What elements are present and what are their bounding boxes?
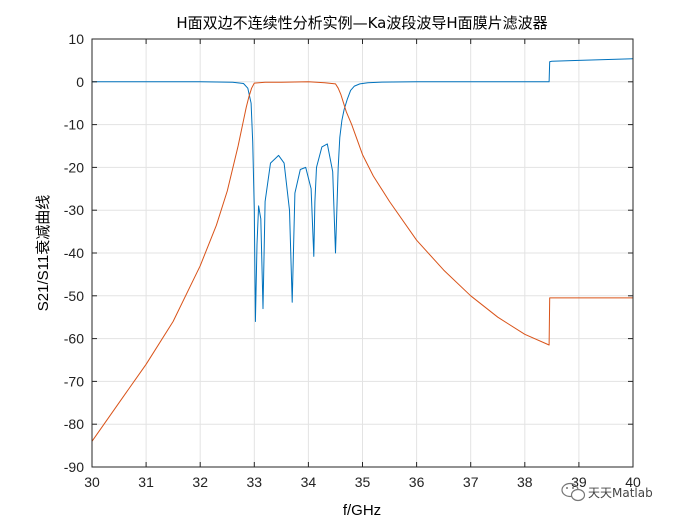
- y-tick-label: -20: [64, 159, 84, 175]
- x-tick-label: 39: [571, 474, 587, 490]
- ticks: [91, 38, 634, 468]
- y-tick-label: -50: [64, 288, 84, 304]
- y-tick-label: -80: [64, 416, 84, 432]
- y-tick-label: -70: [64, 373, 84, 389]
- x-tick-label: 35: [355, 474, 371, 490]
- watermark-text: 天天Matlab: [588, 486, 653, 500]
- y-tick-label: -30: [64, 202, 84, 218]
- series-line-2: [91, 81, 633, 442]
- y-tick-labels: 10 0 -10 -20 -30 -40 -50 -60 -70 -80 -90: [64, 31, 84, 475]
- y-tick-label: 0: [76, 74, 84, 90]
- x-tick-label: 38: [517, 474, 533, 490]
- watermark: 天天Matlab: [561, 482, 653, 502]
- x-tick-label: 31: [138, 474, 154, 490]
- x-tick-label: 30: [84, 474, 100, 490]
- x-tick-label: 32: [192, 474, 208, 490]
- x-axis-label: f/GHz: [343, 502, 381, 519]
- y-tick-label: -10: [64, 117, 84, 133]
- wechat-icon: [561, 482, 586, 502]
- x-tick-labels: 30 31 32 33 34 35 36 37 38 39 40: [84, 474, 641, 490]
- x-tick-label: 34: [301, 474, 317, 490]
- y-tick-label: 10: [68, 31, 84, 47]
- y-tick-label: -60: [64, 331, 84, 347]
- x-tick-label: 40: [625, 474, 641, 490]
- grid: [91, 38, 634, 468]
- x-tick-label: 33: [247, 474, 263, 490]
- chart-title: H面双边不连续性分析实例—Ka波段波导H面膜片滤波器: [176, 14, 547, 32]
- series-layer: [91, 58, 634, 442]
- y-tick-label: -90: [64, 459, 84, 475]
- series-line-1: [92, 58, 634, 322]
- x-tick-label: 37: [463, 474, 479, 490]
- y-axis-label: S21/S11衰减曲线: [35, 195, 52, 311]
- x-tick-label: 36: [409, 474, 425, 490]
- y-tick-label: -40: [64, 245, 84, 261]
